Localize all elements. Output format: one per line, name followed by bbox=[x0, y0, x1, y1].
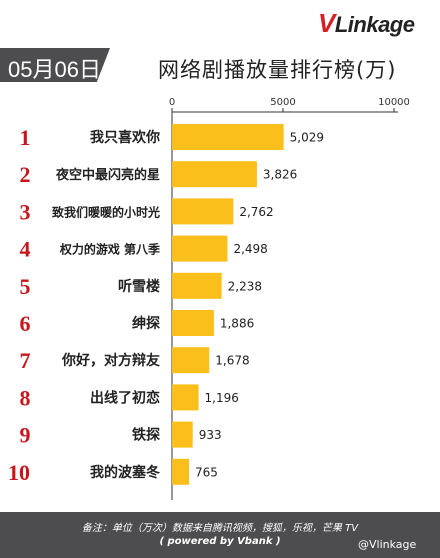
chart-title: 网络剧播放量排行榜(万) bbox=[158, 58, 397, 82]
rank-number: 6 bbox=[20, 311, 31, 336]
category-label: 铁探 bbox=[132, 427, 160, 444]
bar bbox=[172, 384, 199, 411]
bar-value-label: 2,762 bbox=[239, 205, 273, 219]
vlinkage-logo: VLinkage bbox=[318, 8, 415, 39]
x-tick-label: 5000 bbox=[270, 97, 295, 108]
rank-number: 4 bbox=[20, 237, 31, 262]
x-tick-label: 10000 bbox=[378, 97, 410, 108]
category-label: 夜空中最闪亮的星 bbox=[55, 167, 160, 183]
weibo-watermark: @Vlinkage bbox=[358, 538, 417, 551]
rank-number: 5 bbox=[20, 274, 31, 299]
category-label: 出线了初恋 bbox=[90, 389, 160, 406]
bar bbox=[172, 310, 214, 336]
logo-v-letter: V bbox=[318, 8, 335, 38]
footer-credit: ( powered by Vbank ) bbox=[159, 536, 281, 547]
rank-number: 7 bbox=[20, 348, 31, 373]
rank-number: 9 bbox=[20, 423, 31, 448]
category-label: 致我们暖暖的小时光 bbox=[52, 204, 160, 219]
bar-value-label: 1,196 bbox=[205, 391, 239, 405]
x-tick-label: 0 bbox=[169, 97, 175, 108]
category-label: 绅探 bbox=[132, 315, 160, 332]
date-tag-background bbox=[0, 48, 110, 82]
category-label: 我的波塞冬 bbox=[90, 464, 160, 481]
bar bbox=[172, 458, 189, 485]
bar-value-label: 5,029 bbox=[290, 131, 324, 145]
bar bbox=[172, 198, 234, 225]
bar bbox=[172, 421, 193, 448]
rank-number: 1 bbox=[20, 125, 31, 150]
bar-value-label: 765 bbox=[195, 465, 218, 479]
date-label: 05月06日 bbox=[8, 57, 101, 82]
category-label: 我只喜欢你 bbox=[90, 129, 160, 146]
footer-note: 备注：单位（万次）数据来自腾讯视频，搜狐，乐视，芒果 TV bbox=[81, 523, 359, 534]
rank-number: 10 bbox=[8, 460, 30, 485]
bar-value-label: 2,238 bbox=[228, 279, 262, 293]
rank-number: 3 bbox=[20, 199, 31, 224]
footer-bar bbox=[0, 512, 440, 558]
logo-text: Linkage bbox=[334, 12, 415, 37]
bar bbox=[172, 161, 257, 188]
category-label: 听雪楼 bbox=[118, 278, 160, 295]
category-label: 权力的游戏 第八季 bbox=[59, 242, 161, 257]
bar-value-label: 1,678 bbox=[215, 354, 249, 368]
bar-value-label: 2,498 bbox=[233, 242, 267, 256]
rank-number: 8 bbox=[20, 385, 31, 410]
rank-number: 2 bbox=[20, 162, 31, 187]
bar-value-label: 3,826 bbox=[263, 168, 297, 182]
category-label: 你好，对方辩友 bbox=[61, 352, 160, 369]
bar bbox=[172, 235, 228, 262]
bar-value-label: 933 bbox=[199, 428, 222, 442]
bar bbox=[172, 347, 210, 374]
bar bbox=[172, 124, 284, 150]
bar bbox=[172, 272, 222, 299]
bar-value-label: 1,886 bbox=[220, 317, 254, 331]
